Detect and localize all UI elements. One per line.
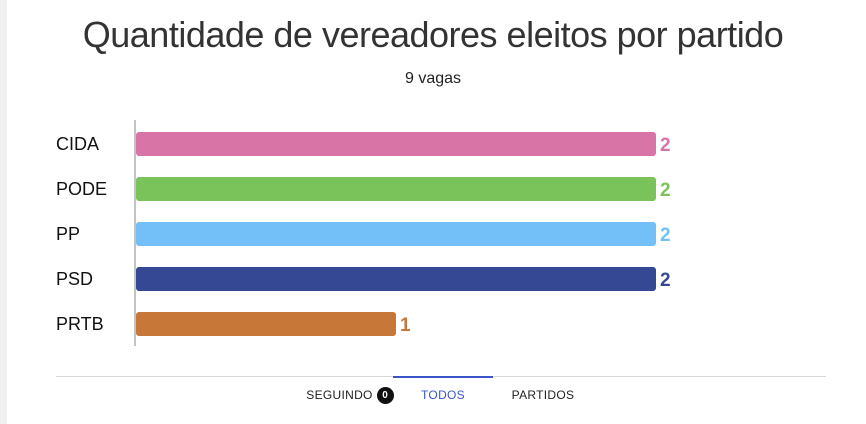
value-label-pode: 2 xyxy=(660,180,671,201)
category-label-psd: PSD xyxy=(56,269,93,289)
bar-psd[interactable] xyxy=(136,267,656,291)
chart-subtitle: 9 vagas xyxy=(404,70,462,87)
tab-seguindo[interactable]: SEGUINDO 0 xyxy=(302,377,398,413)
category-label-pode: PODE xyxy=(56,179,107,199)
bar-chart: CIDA 2 PODE 2 PP 2 PSD 2 PRTB 1 xyxy=(56,120,671,346)
bar-prtb[interactable] xyxy=(136,312,396,336)
tab-bar: SEGUINDO 0 TODOS PARTIDOS xyxy=(0,376,866,413)
left-edge-strip xyxy=(0,0,7,424)
value-label-cida: 2 xyxy=(660,135,671,156)
tab-todos[interactable]: TODOS xyxy=(393,376,493,413)
category-label-prtb: PRTB xyxy=(56,314,104,334)
category-label-pp: PP xyxy=(56,224,80,244)
category-label-cida: CIDA xyxy=(56,134,99,154)
bar-pode[interactable] xyxy=(136,177,656,201)
tab-partidos-label: PARTIDOS xyxy=(511,388,575,402)
bar-cida[interactable] xyxy=(136,132,656,156)
tab-partidos[interactable]: PARTIDOS xyxy=(498,377,588,413)
bar-pp[interactable] xyxy=(136,222,656,246)
chart-title: Quantidade de vereadores eleitos por par… xyxy=(82,14,784,55)
value-label-prtb: 1 xyxy=(400,315,411,336)
value-label-psd: 2 xyxy=(660,270,671,291)
tab-seguindo-label: SEGUINDO xyxy=(306,388,373,402)
value-label-pp: 2 xyxy=(660,225,671,246)
tab-todos-label: TODOS xyxy=(421,388,465,402)
following-count-badge: 0 xyxy=(376,386,394,404)
